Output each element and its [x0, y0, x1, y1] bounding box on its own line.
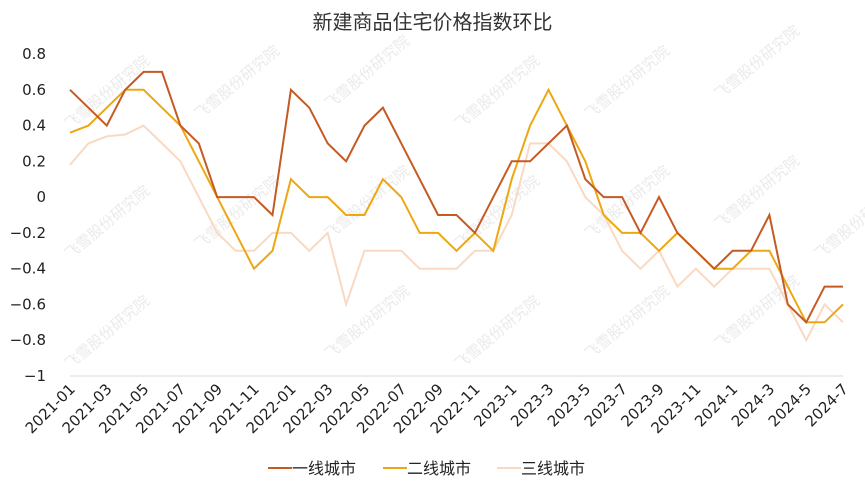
y-tick-label: 0 — [36, 188, 46, 206]
y-tick-label: 0.6 — [22, 81, 46, 99]
series-line-3 — [69, 124, 844, 343]
legend-label: 二线城市 — [407, 459, 471, 478]
legend: 一线城市 二线城市 三线城市 — [268, 459, 585, 478]
y-tick-label: −0.8 — [10, 331, 46, 349]
watermark-text: 飞雪股份研究院 — [451, 292, 543, 373]
watermark-text: 飞雪股份研究院 — [321, 282, 413, 363]
watermark-text: 飞雪股份研究院 — [811, 182, 865, 263]
watermark-text: 飞雪股份研究院 — [321, 32, 413, 113]
y-axis: 0.8 0.6 0.4 0.2 0 −0.2 −0.4 −0.6 −0.8 −1 — [10, 45, 46, 385]
y-tick-label: −0.2 — [10, 224, 46, 242]
watermark-text: 飞雪股份研究院 — [321, 162, 413, 243]
watermark-text: 飞雪股份研究院 — [581, 162, 673, 243]
chart-title: 新建商品住宅价格指数环比 — [312, 10, 553, 34]
watermark-text: 飞雪股份研究院 — [581, 282, 673, 363]
y-tick-label: 0.8 — [22, 45, 46, 63]
y-tick-label: 0.4 — [22, 117, 46, 135]
watermark-layer: 飞雪股份研究院飞雪股份研究院飞雪股份研究院飞雪股份研究院飞雪股份研究院飞雪股份研… — [61, 22, 865, 373]
series-line-1 — [69, 70, 843, 324]
legend-label: 一线城市 — [292, 459, 356, 478]
legend-label: 三线城市 — [521, 459, 585, 478]
watermark-text: 飞雪股份研究院 — [191, 42, 283, 123]
watermark-text: 飞雪股份研究院 — [451, 52, 543, 133]
y-tick-label: −0.6 — [10, 295, 46, 313]
x-axis: 2021-012021-032021-052021-072021-092021-… — [22, 380, 852, 437]
watermark-text: 飞雪股份研究院 — [61, 52, 153, 133]
watermark-text: 飞雪股份研究院 — [711, 22, 803, 103]
watermark-text: 飞雪股份研究院 — [711, 152, 803, 233]
y-tick-label: −1 — [24, 367, 46, 385]
y-tick-label: 0.2 — [22, 152, 46, 170]
watermark-text: 飞雪股份研究院 — [581, 42, 673, 123]
watermark-text: 飞雪股份研究院 — [61, 182, 153, 263]
watermark-text: 飞雪股份研究院 — [61, 292, 153, 373]
series-lines — [69, 70, 844, 343]
watermark-text: 飞雪股份研究院 — [711, 272, 803, 353]
y-tick-label: −0.4 — [10, 260, 46, 278]
watermark-text: 飞雪股份研究院 — [451, 172, 543, 253]
